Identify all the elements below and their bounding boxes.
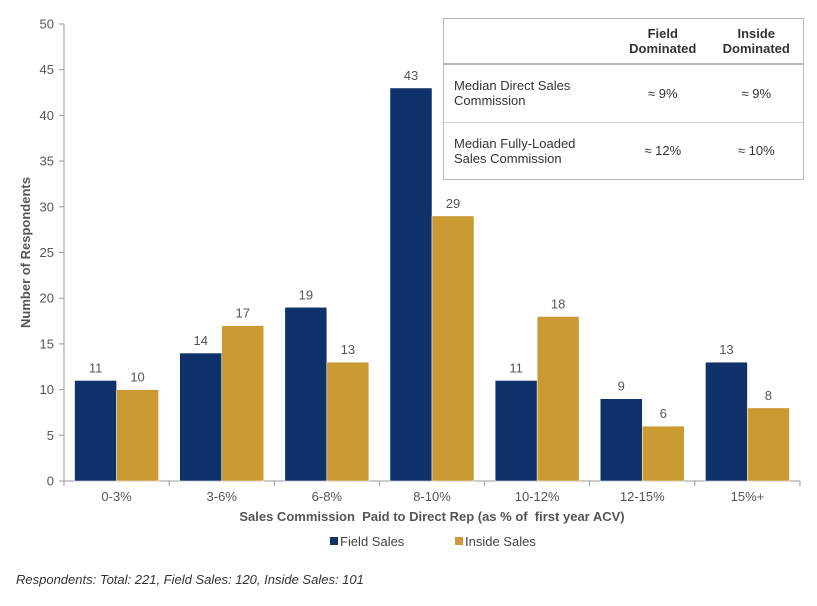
y-tick-label: 20 [40,291,54,306]
x-axis-title: Sales Commission Paid to Direct Rep (as … [239,509,624,524]
bar-inside-sales [642,425,685,482]
data-label: 43 [404,68,418,83]
bar-field-sales [600,398,643,482]
y-tick-label: 40 [40,108,54,123]
table-row-inside-value: ≈ 10% [737,143,775,159]
x-tick-label: 15%+ [731,489,765,504]
legend-swatch-inside-sales [455,537,463,545]
x-tick-label: 12-15% [620,489,665,504]
x-tick-label: 8-10% [413,489,451,504]
data-label: 11 [509,360,523,375]
x-tick-label: 3-6% [207,489,238,504]
y-tick-label: 45 [40,62,54,77]
table-row-metric: Median Fully-Loaded Sales Commission [454,135,576,166]
legend-swatch-field-sales [330,537,338,545]
y-tick-label: 15 [40,336,54,351]
bar-inside-sales [326,361,370,482]
y-tick-label: 0 [47,474,54,489]
bar-field-sales [494,380,538,482]
bar-inside-sales [221,325,264,482]
table-row: Median Direct Sales Commission ≈ 9% ≈ 9% [444,64,803,123]
footnote: Respondents: Total: 221, Field Sales: 12… [16,572,364,587]
table-header-inside: Inside Dominated [709,19,803,65]
y-axis-title: Number of Respondents [18,177,33,328]
legend-label-inside-sales: Inside Sales [465,534,536,549]
y-tick-label: 5 [47,428,54,443]
data-label: 9 [618,379,625,394]
table-header-field: Field Dominated [616,19,710,65]
bar-inside-sales [116,389,159,482]
table-row-field-value: ≈ 12% [644,143,682,159]
bar-inside-sales [536,316,580,482]
table-row-metric: Median Direct Sales Commission [444,64,616,123]
data-label: 14 [193,333,207,348]
bar-field-sales [705,361,748,482]
data-label: 8 [765,388,772,403]
x-tick-label: 10-12% [515,489,560,504]
bar-field-sales [389,87,433,482]
table-header-blank [444,19,616,65]
legend-label-field-sales: Field Sales [340,534,405,549]
y-tick-label: 35 [40,154,54,169]
data-label: 13 [719,342,733,357]
data-label: 18 [551,296,565,311]
data-label: 29 [446,196,460,211]
table-row-inside-value: ≈ 9% [709,64,803,123]
bar-inside-sales [431,215,475,482]
bar-field-sales [74,380,117,482]
table-row: Median Fully-Loaded Sales Commission ≈ 1… [444,122,803,179]
summary-table: Field Dominated Inside Dominated Median … [443,18,804,180]
bar-field-sales [179,352,222,482]
y-tick-label: 30 [40,199,54,214]
y-tick-label: 10 [40,382,54,397]
y-tick-label: 25 [40,245,54,260]
bar-field-sales [284,307,328,482]
bar-inside-sales [747,407,790,482]
data-label: 13 [341,342,355,357]
x-tick-label: 6-8% [312,489,343,504]
data-label: 17 [235,306,249,321]
y-tick-label: 50 [40,17,54,32]
data-label: 19 [299,287,313,302]
data-label: 11 [89,360,103,375]
data-label: 10 [130,370,144,385]
x-tick-label: 0-3% [101,489,132,504]
data-label: 6 [660,406,667,421]
table-row-field-value: ≈ 9% [616,64,710,123]
